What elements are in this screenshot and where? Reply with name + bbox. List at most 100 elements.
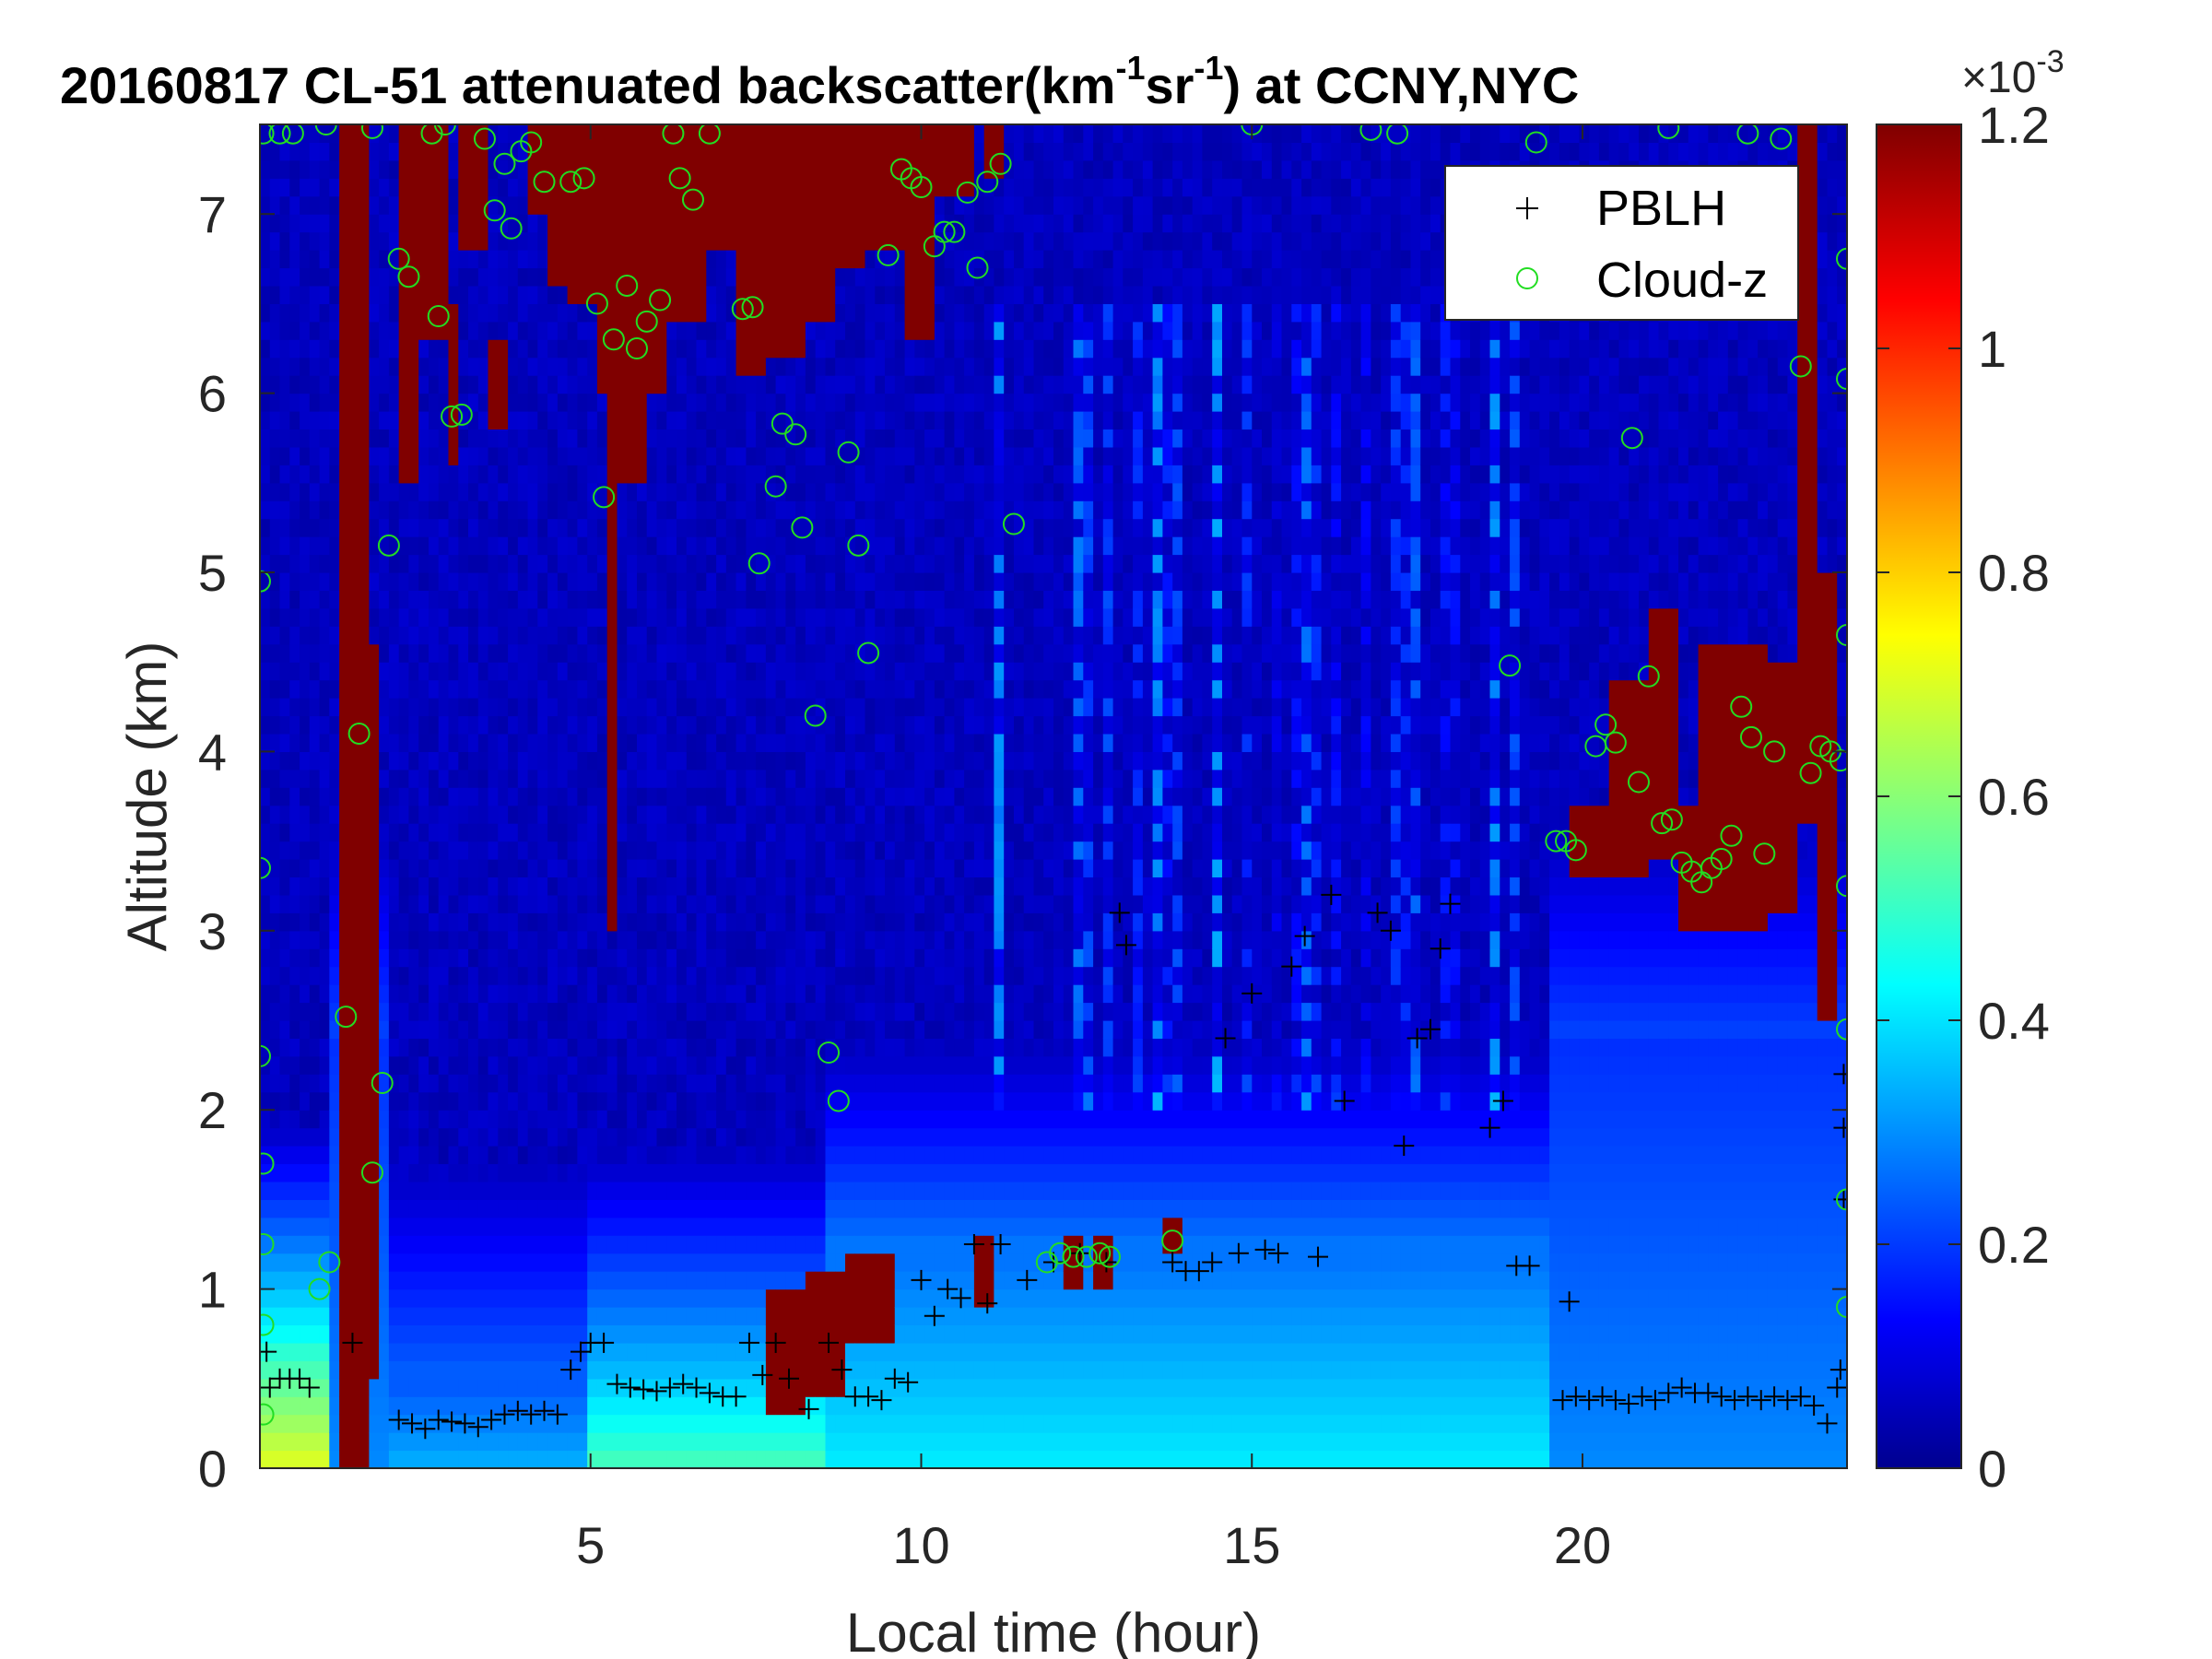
heatmap-cell: [775, 393, 786, 412]
heatmap-cell: [477, 536, 489, 556]
heatmap-cell: [795, 590, 806, 609]
heatmap-cell: [617, 231, 628, 251]
heatmap-cell: [637, 607, 648, 627]
heatmap-cell: [300, 214, 311, 233]
heatmap-cell: [508, 250, 519, 269]
heatmap-cell: [418, 1110, 429, 1129]
heatmap-cell: [527, 805, 538, 824]
heatmap-cell: [785, 787, 796, 806]
heatmap-cell: [547, 214, 559, 233]
heatmap-cell: [537, 339, 548, 359]
heatmap-cell: [418, 1307, 429, 1325]
heatmap-cell: [845, 1378, 856, 1397]
heatmap-cell: [596, 518, 608, 537]
heatmap-cell: [637, 1324, 648, 1344]
heatmap-cell: [429, 590, 440, 609]
heatmap-cell: [646, 267, 658, 287]
heatmap-cell: [438, 1288, 450, 1308]
heatmap-cell: [300, 446, 311, 465]
heatmap-cell: [785, 572, 796, 591]
heatmap-cell: [875, 554, 886, 573]
heatmap-cell: [508, 572, 519, 591]
heatmap-cell: [517, 1450, 529, 1468]
heatmap-cell: [300, 393, 311, 412]
heatmap-cell: [914, 734, 925, 752]
heatmap-cell: [319, 984, 330, 1004]
heatmap-cell: [825, 1360, 836, 1380]
heatmap-cell: [775, 1307, 786, 1325]
heatmap-cell: [785, 966, 796, 985]
heatmap-cell: [765, 195, 777, 215]
heatmap-cell: [557, 1324, 569, 1344]
heatmap-cell: [756, 1146, 767, 1165]
heatmap-cell: [269, 1307, 281, 1325]
heatmap-cell: [815, 984, 827, 1004]
heatmap-cell: [269, 1199, 281, 1218]
heatmap-cell: [498, 607, 509, 627]
heatmap-cell: [885, 1127, 896, 1147]
heatmap-cell: [359, 536, 370, 556]
heatmap-cell: [300, 769, 311, 788]
heatmap-cell: [696, 1235, 707, 1254]
heatmap-cell: [646, 607, 658, 627]
heatmap-cell: [785, 1091, 796, 1111]
heatmap-cell: [646, 841, 658, 860]
heatmap-cell: [468, 393, 479, 412]
heatmap-cell: [637, 572, 648, 591]
heatmap-cell: [854, 1091, 866, 1111]
heatmap-cell: [300, 536, 311, 556]
heatmap-cell: [260, 984, 271, 1004]
heatmap-cell: [369, 751, 380, 771]
heatmap-cell: [775, 124, 786, 143]
heatmap-cell: [805, 1414, 817, 1433]
heatmap-cell: [885, 1217, 896, 1236]
heatmap-cell: [587, 536, 598, 556]
heatmap-cell: [557, 1199, 569, 1218]
heatmap-cell: [468, 1146, 479, 1165]
heatmap-cell: [815, 267, 827, 287]
heatmap-cell: [746, 1091, 757, 1111]
heatmap-cell: [735, 1127, 747, 1147]
heatmap-cell: [289, 1396, 300, 1416]
heatmap-cell: [279, 411, 290, 429]
heatmap-cell: [646, 214, 658, 233]
heatmap-cell: [606, 321, 618, 340]
heatmap-cell: [348, 267, 360, 287]
heatmap-cell: [835, 1020, 846, 1039]
heatmap-cell: [765, 1288, 777, 1308]
heatmap-cell: [735, 1091, 747, 1111]
heatmap-cell: [508, 966, 519, 985]
heatmap-cell: [637, 1074, 648, 1093]
heatmap-cell: [706, 250, 717, 269]
heatmap-cell: [706, 841, 717, 860]
heatmap-cell: [339, 1182, 350, 1200]
heatmap-cell: [438, 930, 450, 949]
heatmap-cell: [686, 1414, 698, 1433]
heatmap-cell: [279, 357, 290, 376]
heatmap-cell: [309, 823, 321, 842]
heatmap-cell: [438, 841, 450, 860]
heatmap-cell: [854, 250, 866, 269]
heatmap-cell: [577, 195, 588, 215]
heatmap-cell: [765, 1182, 777, 1200]
heatmap-cell: [686, 698, 698, 717]
heatmap-cell: [627, 1307, 638, 1325]
heatmap-cell: [289, 626, 300, 645]
heatmap-cell: [429, 1235, 440, 1254]
heatmap-cell: [666, 1074, 677, 1093]
heatmap-cell: [429, 231, 440, 251]
heatmap-cell: [637, 769, 648, 788]
heatmap-cell: [765, 1074, 777, 1093]
heatmap-cell: [746, 446, 757, 465]
heatmap-cell: [815, 1378, 827, 1397]
heatmap-cell: [666, 1146, 677, 1165]
heatmap-cell: [716, 214, 727, 233]
heatmap-cell: [805, 231, 817, 251]
heatmap-cell: [348, 1217, 360, 1236]
heatmap-cell: [865, 948, 876, 968]
heatmap-cell: [904, 1414, 915, 1433]
heatmap-cell: [408, 1182, 419, 1200]
heatmap-cell: [408, 1324, 419, 1344]
heatmap-cell: [309, 679, 321, 699]
heatmap-cell: [894, 267, 906, 287]
